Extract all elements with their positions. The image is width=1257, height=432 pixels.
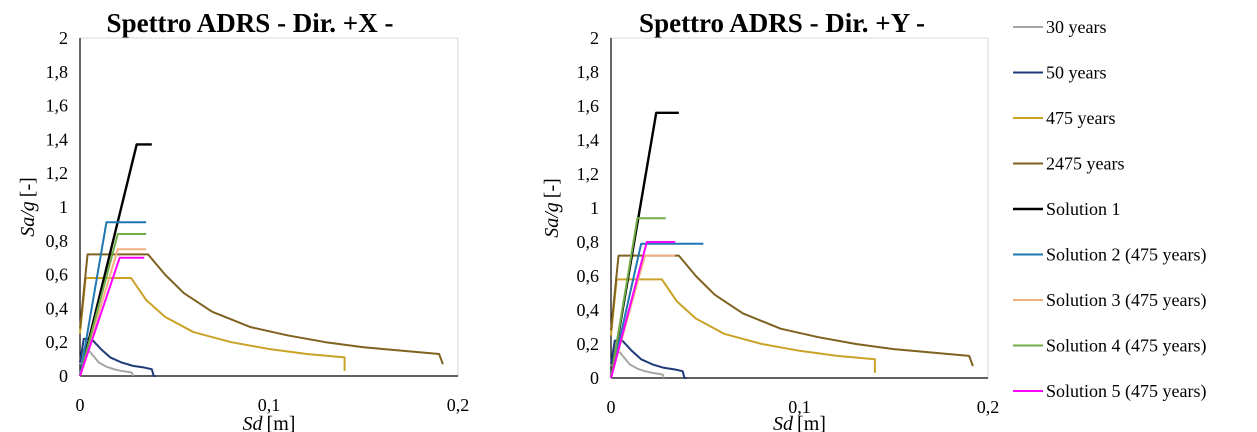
x-axis-label: Sd [m] [773,413,826,432]
x-tick-label: 0,1 [788,397,811,417]
legend: 30 years 50 years 475 years 2475 years Solut… [1013,17,1206,402]
x-axis-unit: [m] [797,413,826,432]
x-tick-label: 0,1 [258,395,281,415]
y-tick-label: 1,6 [577,96,600,116]
series-line-solution-1 [78,143,152,377]
y-tick-label: 2 [590,28,599,48]
legend-label-2475-years: 2475 years [1046,154,1124,174]
series-line-solution-2-475-years [79,221,147,377]
y-tick-label: 1,8 [46,62,69,82]
y-tick-label: 0,8 [46,231,69,251]
legend-label-solution-4-475-years: Solution 4 (475 years) [1046,336,1206,357]
legend-label-solution-1: Solution 1 [1046,199,1121,219]
y-tick-label: 0 [590,368,599,388]
x-tick-label: 0 [76,395,85,415]
chart-title: Spettro ADRS - Dir. +Y - [639,8,925,38]
plot-frame [610,37,989,379]
x-axis-symbol: Sd [773,413,794,432]
y-tick-label: 2 [59,28,68,48]
y-tick-label: 1,4 [46,129,69,149]
y-tick-label: 1,4 [577,130,600,150]
y-tick-label: 1 [590,198,599,218]
legend-label-30-years: 30 years [1046,17,1106,37]
y-tick-label: 0,8 [577,232,600,252]
legend-label-475-years: 475 years [1046,108,1115,128]
y-tick-label: 0 [59,366,68,386]
x-tick-label: 0,2 [447,395,470,415]
y-tick-label: 0,4 [577,300,600,320]
x-axis-unit: [m] [267,413,296,432]
chart-title: Spettro ADRS - Dir. +X - [107,8,394,38]
legend-label-solution-3-475-years: Solution 3 (475 years) [1046,290,1206,311]
y-axis-label: Sa/g [-] [541,178,563,238]
y-tick-label: 1,2 [46,163,69,183]
y-tick-label: 0,2 [46,332,69,352]
y-tick-label: 0,2 [577,334,600,354]
x-tick-label: 0 [607,397,616,417]
y-tick-label: 1,8 [577,62,600,82]
y-axis-symbol: Sa/g [17,201,39,237]
series-line-solution-2-475-years [610,242,704,379]
series-line-2475-years [610,254,974,367]
series-line-solution-3-475-years [79,248,147,377]
y-tick-label: 0,6 [577,266,600,286]
y-axis-unit: [-] [17,177,39,197]
y-tick-label: 0,4 [46,298,69,318]
y-tick-label: 1 [59,197,68,217]
x-axis-symbol: Sd [243,413,264,432]
series-line-solution-5-475-years [610,241,676,379]
series-line-solution-4-475-years [79,233,147,377]
legend-label-solution-5-475-years: Solution 5 (475 years) [1046,381,1206,402]
y-axis-symbol: Sa/g [541,202,563,238]
series-line-475-years [79,276,346,371]
series-line-solution-5-475-years [79,256,145,377]
legend-label-50-years: 50 years [1046,63,1106,83]
y-tick-label: 0,6 [46,265,69,285]
chart-panel-1: Spettro ADRS - Dir. +X - 0 0,2 0,4 0,6 0,8 1 1,… [17,8,469,432]
y-tick-label: 1,2 [577,164,600,184]
chart-panel-2: Spettro ADRS - Dir. +Y - 0 0,2 0,4 0,6 0,8 1 1,… [541,8,999,432]
y-axis-label: Sa/g [-] [17,177,39,237]
legend-label-solution-2-475-years: Solution 2 (475 years) [1046,245,1206,266]
series-line-solution-4-475-years [610,217,666,379]
series-line-475-years [610,278,876,373]
x-tick-label: 0,2 [977,397,1000,417]
y-axis-unit: [-] [541,178,563,198]
plot-frame [79,37,459,377]
y-tick-label: 1,6 [46,96,69,116]
x-axis-label: Sd [m] [243,413,296,432]
